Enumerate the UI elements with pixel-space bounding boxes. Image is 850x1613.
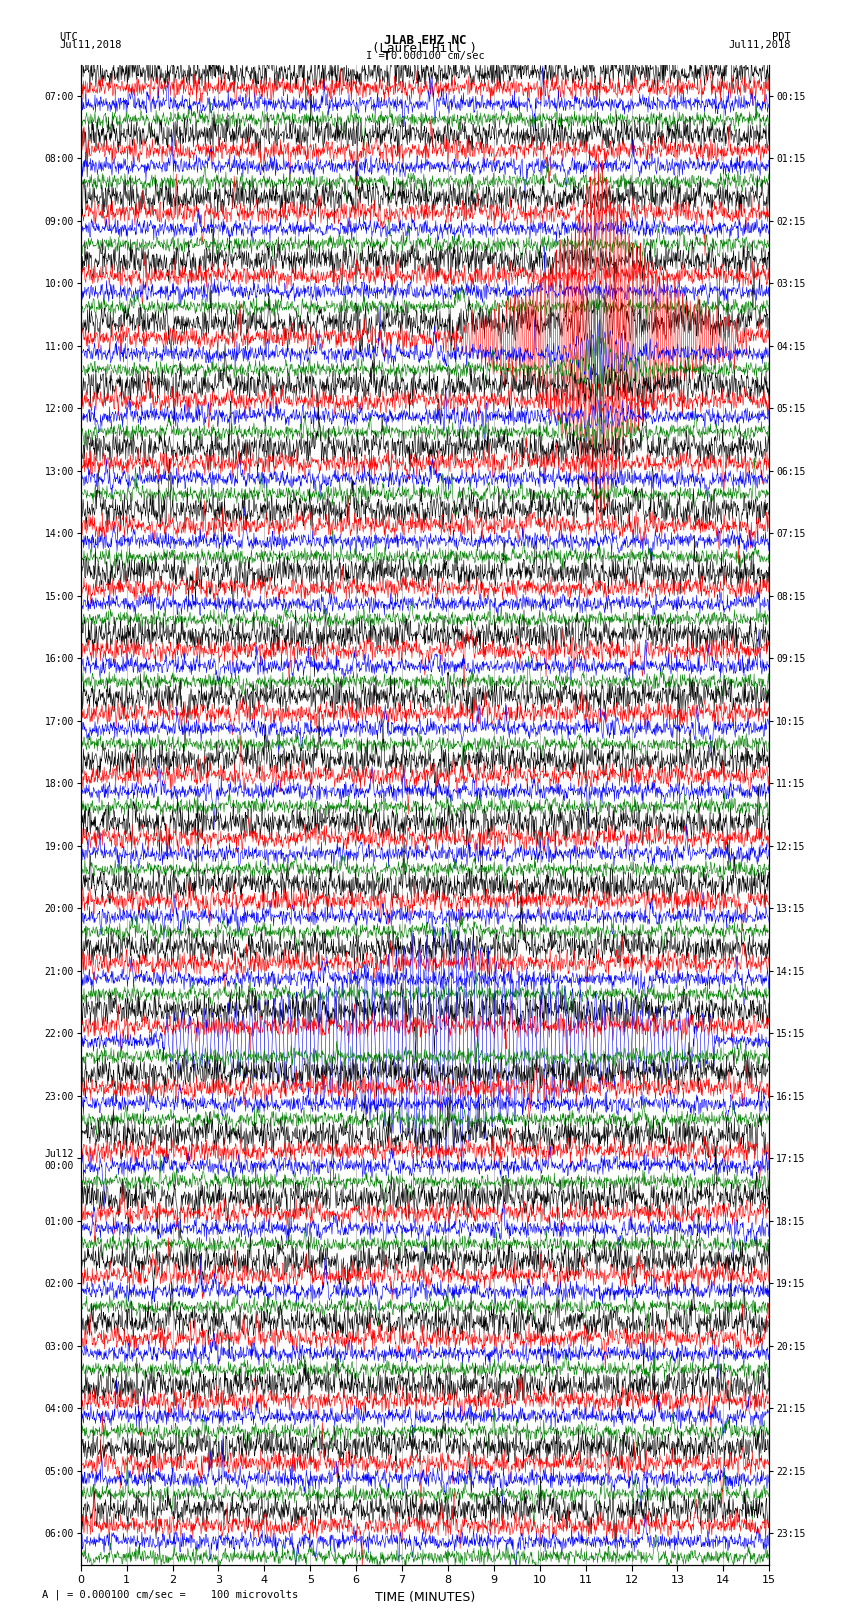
Text: I = 0.000100 cm/sec: I = 0.000100 cm/sec bbox=[366, 52, 484, 61]
Text: Jul11,2018: Jul11,2018 bbox=[728, 40, 791, 50]
X-axis label: TIME (MINUTES): TIME (MINUTES) bbox=[375, 1590, 475, 1603]
Text: A | = 0.000100 cm/sec =    100 microvolts: A | = 0.000100 cm/sec = 100 microvolts bbox=[42, 1589, 298, 1600]
Text: PDT: PDT bbox=[772, 32, 791, 42]
Text: (Laurel Hill ): (Laurel Hill ) bbox=[372, 42, 478, 55]
Text: Jul11,2018: Jul11,2018 bbox=[60, 40, 122, 50]
Text: UTC: UTC bbox=[60, 32, 78, 42]
Text: JLAB EHZ NC: JLAB EHZ NC bbox=[383, 34, 467, 47]
